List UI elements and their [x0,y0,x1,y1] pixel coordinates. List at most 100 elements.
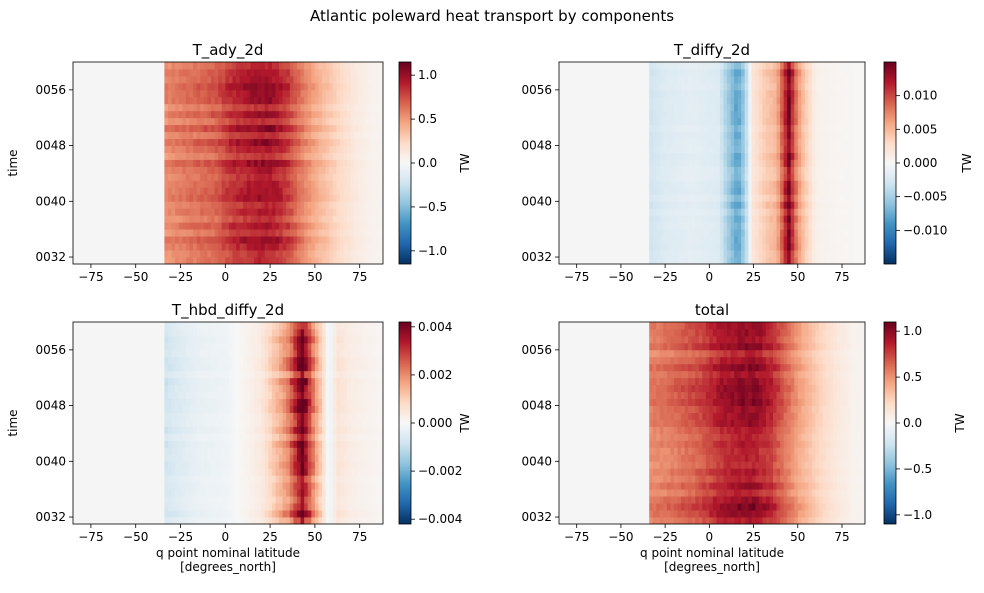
heatmap-cell [228,398,233,406]
heatmap-cell [854,208,859,216]
heatmap-cell [300,496,305,504]
heatmap-cell [343,461,348,469]
heatmap-cell [691,117,696,126]
heatmap-cell [193,180,198,188]
heatmap-cell [375,440,380,448]
heatmap-cell [354,503,359,511]
heatmap-cell [203,187,208,195]
heatmap-cell [723,187,728,195]
heatmap-cell [167,166,172,174]
heatmap-cell [737,62,742,70]
heatmap-cell [210,138,215,146]
heatmap-cell [164,159,169,167]
heatmap-cell [261,138,266,146]
heatmap-cell [196,173,201,181]
heatmap-cell [322,250,327,258]
heatmap-cell [347,124,352,133]
heatmap-cell [271,257,276,265]
heatmap-cell [185,82,190,91]
heatmap-cell [207,496,212,504]
heatmap-cell [681,138,685,146]
heatmap-cell [339,257,344,265]
heatmap-cell [193,173,198,181]
heatmap-cell [218,250,223,258]
heatmap-cell [282,166,287,174]
heatmap-cell [271,180,276,188]
heatmap-cell [300,454,305,462]
heatmap-cell [709,215,714,223]
heatmap-cell [691,222,696,230]
heatmap-cell [719,110,724,119]
heatmap-cell [365,75,370,84]
heatmap-cell [719,159,724,167]
heatmap-cell [164,138,169,146]
heatmap-cell [175,166,180,174]
heatmap-cell [787,187,792,195]
heatmap-cell [318,173,323,181]
heatmap-cell [339,405,344,413]
heatmap-cell [314,62,319,70]
heatmap-cell [171,426,176,434]
heatmap-cell [705,236,710,244]
heatmap-cell [368,138,373,146]
heatmap-cell [193,419,198,427]
heatmap-cell [200,391,205,400]
heatmap-cell [819,187,823,195]
heatmap-cell [253,215,258,223]
heatmap-cell [311,103,316,112]
heatmap-cell [354,447,359,455]
heatmap-cell [232,124,237,133]
heatmap-cell [228,82,233,91]
heatmap-cell [790,250,795,258]
heatmap-cell [236,117,241,126]
heatmap-cell [200,201,205,209]
heatmap-cell [236,75,241,84]
heatmap-cell [719,103,724,112]
y-tick-label: 0040 [521,194,552,208]
heatmap-cell [207,82,212,91]
heatmap-cell [681,96,685,105]
heatmap-cell [200,475,205,483]
heatmap-cell [286,103,291,112]
heatmap-cell [286,173,291,181]
heatmap-cell [289,117,294,126]
heatmap-cell [200,426,205,434]
heatmap-cell [350,96,355,105]
heatmap-cell [228,412,233,420]
heatmap-cell [210,201,215,209]
heatmap-cell [350,250,355,258]
heatmap-cell [819,173,823,181]
heatmap-cell [797,257,802,265]
heatmap-cell [171,166,176,174]
heatmap-cell [734,236,739,244]
heatmap-cell [246,201,251,209]
heatmap-cell [228,257,233,265]
heatmap-cell [246,447,251,455]
heatmap-cell [282,222,287,230]
heatmap-cell [339,145,344,153]
heatmap-cell [275,103,280,112]
x-tick-label: −75 [78,270,103,284]
heatmap-cell [780,103,785,112]
heatmap-cell [857,187,862,195]
heatmap-cell [218,215,223,223]
heatmap-cell [307,496,312,504]
heatmap-cell [175,391,180,400]
heatmap-cell [833,243,838,251]
heatmap-cell [185,89,190,98]
heatmap-cell [673,68,678,77]
heatmap-cell [684,117,689,126]
heatmap-cell [776,222,781,230]
heatmap-cell [343,405,348,413]
heatmap-cell [751,131,756,140]
heatmap-cell [304,117,309,126]
heatmap-cell [325,229,330,237]
heatmap-cell [164,96,169,105]
heatmap-cell [239,489,244,497]
heatmap-cell [347,131,352,140]
axes-frame [558,61,866,265]
heatmap-cell [232,468,237,476]
heatmap-cell [379,194,382,202]
heatmap-cell [773,103,777,112]
heatmap-cell [829,103,834,112]
